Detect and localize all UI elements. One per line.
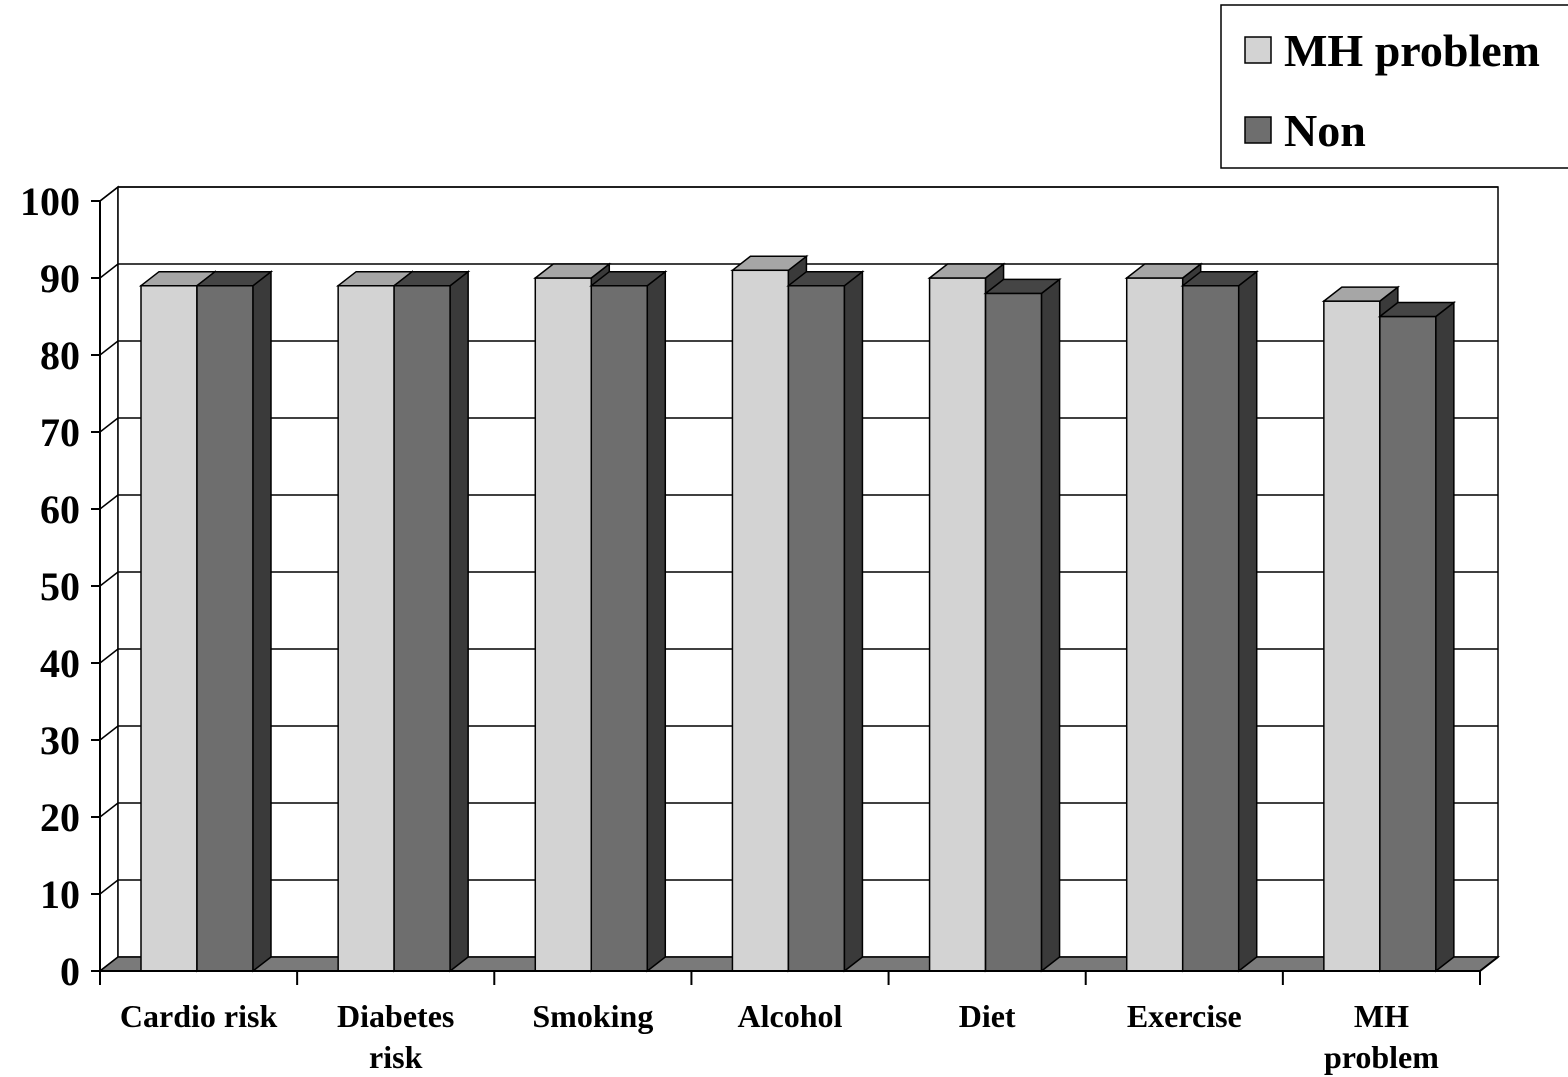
legend-label-non: Non	[1284, 105, 1366, 156]
x-tick-label-line: Diet	[959, 998, 1016, 1034]
bar-side	[646, 270, 667, 973]
x-tick-label: MH problem	[1324, 998, 1439, 1075]
bar	[1377, 300, 1457, 973]
bar	[194, 270, 274, 973]
bar-top	[1377, 301, 1457, 318]
y-axis: 0 10 20 30 40 50 60 70 80 90 100	[20, 179, 101, 994]
bar-front	[534, 277, 593, 972]
bar	[391, 270, 471, 973]
y-tick-label: 0	[60, 949, 80, 994]
gridline-side	[99, 879, 119, 895]
bar-front	[984, 292, 1043, 972]
y-tick-label: 20	[40, 795, 80, 840]
legend-box	[1220, 4, 1568, 169]
bar-top	[927, 263, 1006, 279]
y-tick-label: 30	[40, 718, 80, 763]
x-tick-label: Smoking	[532, 998, 653, 1034]
bar-front	[196, 284, 254, 972]
bar-front	[337, 284, 395, 972]
bar-front	[140, 284, 198, 972]
bar-front	[731, 269, 790, 972]
bar-top	[1321, 286, 1401, 302]
x-tick-label-line: problem	[1324, 1039, 1439, 1075]
bar-top	[983, 278, 1062, 295]
x-axis-depth-line	[1479, 956, 1499, 972]
gridline-side	[99, 725, 119, 741]
bar-top	[391, 270, 471, 287]
gridline-side	[99, 802, 119, 818]
gridline-side	[99, 648, 119, 664]
x-tick-label: Alcohol	[738, 998, 843, 1034]
bar-front	[393, 284, 451, 972]
bar-top	[1124, 263, 1203, 279]
x-axis: Cardio risk Diabetes risk Smoking Alcohol Die…	[99, 956, 1499, 1075]
bar-top	[589, 270, 668, 287]
y-tick-label: 80	[40, 333, 80, 378]
bar-front	[1181, 284, 1240, 972]
bar	[589, 270, 668, 973]
x-tick-label-line: Cardio risk	[120, 998, 278, 1034]
x-tick-label-line: Exercise	[1127, 998, 1242, 1034]
bar	[1180, 270, 1259, 973]
bar-top	[533, 263, 612, 279]
x-tick-label-line: MH	[1354, 998, 1409, 1034]
bar-front	[928, 277, 987, 972]
y-tick-label: 90	[40, 256, 80, 301]
bar-front	[590, 284, 649, 972]
y-tick-label: 70	[40, 410, 80, 455]
y-tick-label: 40	[40, 641, 80, 686]
y-tick-label: 10	[40, 872, 80, 917]
x-tick-label: Exercise	[1127, 998, 1242, 1034]
gridline-side	[99, 494, 119, 510]
bar-front	[787, 284, 846, 972]
bar-side	[1237, 270, 1258, 973]
bars	[138, 254, 1457, 973]
gridline-side	[99, 186, 119, 202]
y-tick-label: 100	[20, 179, 80, 224]
x-tick-label-line: Alcohol	[738, 998, 843, 1034]
gridline-side	[99, 571, 119, 587]
bar-side	[1435, 300, 1455, 973]
legend-swatch-non	[1244, 116, 1272, 144]
x-tick-label-line: Smoking	[532, 998, 653, 1034]
x-tick-label: Cardio risk	[120, 998, 278, 1034]
x-tick-label-line: Diabetes	[337, 998, 454, 1034]
bar-side	[843, 270, 864, 973]
gridline-side	[99, 263, 119, 279]
bar-front	[1323, 300, 1381, 972]
legend-label-mh-problem: MH problem	[1284, 25, 1540, 76]
y-tick-label: 50	[40, 564, 80, 609]
gridline-side	[99, 340, 119, 356]
bar	[983, 277, 1062, 973]
bar-top	[786, 270, 865, 287]
bar-top	[1180, 270, 1259, 287]
bar-side	[1040, 277, 1061, 973]
bar-front	[1125, 277, 1184, 972]
y-tick-label: 60	[40, 487, 80, 532]
x-tick-label-line: risk	[369, 1039, 423, 1075]
x-tick-label: Diabetes risk	[337, 998, 454, 1075]
bar-top	[194, 270, 274, 287]
legend: MH problem Non	[1220, 4, 1568, 169]
bar	[786, 270, 865, 973]
gridline-side	[99, 417, 119, 433]
bar-side	[449, 270, 469, 973]
bar-side	[252, 270, 272, 973]
bar-top	[730, 255, 809, 272]
legend-swatch-mh-problem	[1244, 36, 1272, 64]
x-tick-label: Diet	[959, 998, 1016, 1034]
bar-front	[1379, 315, 1437, 972]
